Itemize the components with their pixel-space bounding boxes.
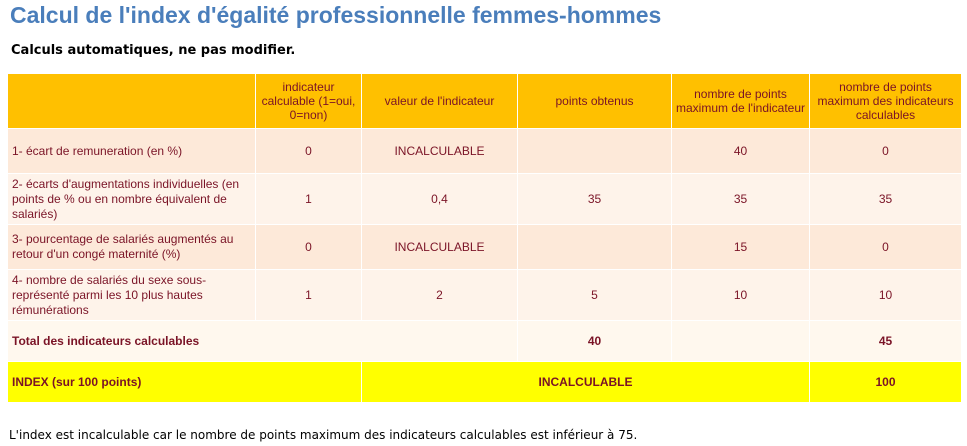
cell-valeur: 0,4 [361,173,518,225]
table-row: 3- pourcentage de salariés augmentés au … [7,224,962,270]
cell-calculable: 1 [255,269,362,321]
row-label: 4- nombre de salariés du sexe sous-repré… [7,269,256,321]
page-title: Calcul de l'index d'égalité professionne… [10,2,662,28]
header-max-calculables: nombre de points maximum des indicateurs… [809,73,962,129]
footnote: L'index est incalculable car le nombre d… [9,428,638,442]
cell-max-indicateur: 40 [671,128,810,174]
cell-max-indicateur: 15 [671,224,810,270]
subtitle: Calculs automatiques, ne pas modifier. [11,43,296,58]
total-label: Total des indicateurs calculables [7,320,518,362]
cell-valeur: INCALCULABLE [361,224,518,270]
cell-max-indicateur: 35 [671,173,810,225]
index-label: INDEX (sur 100 points) [7,361,362,403]
cell-points [517,128,672,174]
table-row: 4- nombre de salariés du sexe sous-repré… [7,269,962,321]
cell-calculable: 0 [255,224,362,270]
cell-points [517,224,672,270]
cell-valeur: 2 [361,269,518,321]
cell-max-calculables: 35 [809,173,962,225]
index-max: 100 [809,361,962,403]
total-max-calculables: 45 [809,320,962,362]
table-row: 1- écart de remuneration (en %) 0 INCALC… [7,128,962,174]
total-max-indicateur [671,320,810,362]
cell-max-calculables: 10 [809,269,962,321]
header-calculable: indicateur calculable (1=oui, 0=non) [255,73,362,129]
total-points: 40 [517,320,672,362]
total-row: Total des indicateurs calculables 40 45 [7,320,962,362]
cell-max-calculables: 0 [809,224,962,270]
row-label: 2- écarts d'augmentations individuelles … [7,173,256,225]
cell-points: 35 [517,173,672,225]
header-max-indicateur: nombre de points maximum de l'indicateur [671,73,810,129]
index-value: INCALCULABLE [361,361,810,403]
table-row: 2- écarts d'augmentations individuelles … [7,173,962,225]
row-label: 3- pourcentage de salariés augmentés au … [7,224,256,270]
index-row: INDEX (sur 100 points) INCALCULABLE 100 [7,361,962,403]
row-label: 1- écart de remuneration (en %) [7,128,256,174]
header-points-obtenus: points obtenus [517,73,672,129]
cell-points: 5 [517,269,672,321]
index-table: indicateur calculable (1=oui, 0=non) val… [7,73,962,403]
cell-calculable: 1 [255,173,362,225]
cell-max-indicateur: 10 [671,269,810,321]
header-row: indicateur calculable (1=oui, 0=non) val… [7,73,962,129]
header-cell-blank [7,73,256,129]
cell-valeur: INCALCULABLE [361,128,518,174]
header-valeur: valeur de l'indicateur [361,73,518,129]
cell-max-calculables: 0 [809,128,962,174]
cell-calculable: 0 [255,128,362,174]
